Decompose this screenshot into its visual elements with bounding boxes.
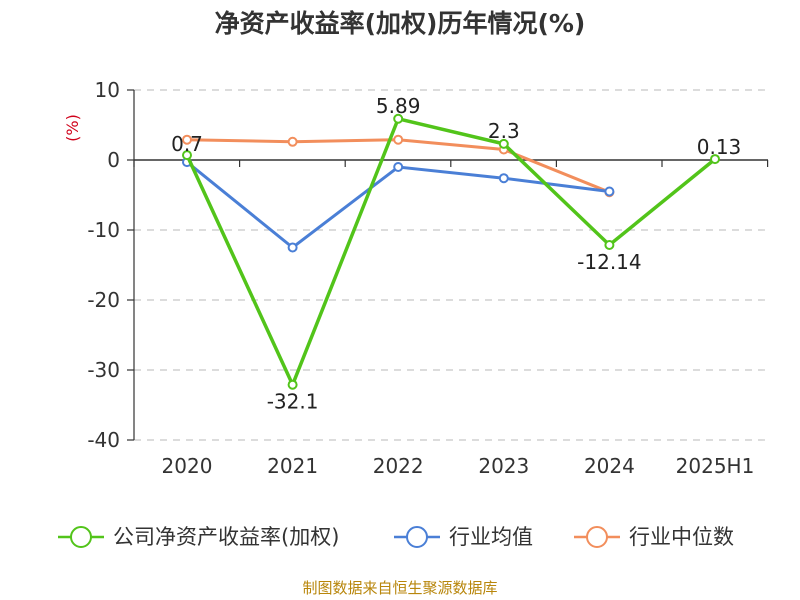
axes (127, 89, 769, 441)
data-label: 0.13 (697, 135, 742, 159)
legend-label: 行业均值 (449, 525, 533, 549)
data-label: 2.3 (488, 119, 520, 143)
legend-label: 公司净资产收益率(加权) (113, 525, 339, 549)
y-tick-label: 10 (95, 78, 120, 102)
data-point (393, 113, 404, 124)
data-point (498, 138, 509, 149)
data-label: 0.7 (171, 132, 203, 156)
x-tick-label: 2020 (162, 454, 213, 478)
y-tick-label: -40 (87, 428, 120, 452)
data-point (182, 134, 192, 145)
y-tick-label: -20 (87, 288, 120, 312)
data-label: 5.89 (376, 94, 421, 118)
x-tick-label: 2025H1 (676, 454, 755, 478)
legend-item: 公司净资产收益率(加权) (58, 525, 339, 549)
x-tick-label: 2021 (267, 454, 318, 478)
x-tick-label: 2022 (373, 454, 424, 478)
y-tick-label: -30 (87, 358, 120, 382)
series-lines (182, 113, 720, 390)
legend-marker (586, 526, 608, 548)
data-point (393, 162, 404, 172)
data-point (604, 186, 615, 197)
chart-title: 净资产收益率(加权)历年情况(%) (215, 9, 586, 38)
y-axis-unit: (%) (63, 114, 82, 142)
data-label: -32.1 (267, 390, 319, 414)
data-labels: 0.7 -32.1 5.89 2.3 -12.14 0.13 (171, 94, 741, 414)
x-tick-labels: 2020 2021 2022 2023 2024 2025H1 (162, 454, 755, 478)
x-tick-label: 2023 (478, 454, 529, 478)
legend-marker (70, 526, 92, 548)
y-tick-label: 0 (107, 148, 120, 172)
data-point (393, 134, 404, 145)
data-point (710, 154, 720, 165)
legend-label: 行业中位数 (629, 525, 734, 549)
data-point (287, 379, 298, 390)
data-point (182, 150, 192, 161)
series-line-0 (185, 116, 717, 390)
grid-lines (134, 89, 768, 441)
data-label: -12.14 (577, 250, 641, 274)
y-tick-label: -10 (87, 218, 120, 242)
source-note: 制图数据来自恒生聚源数据库 (302, 579, 497, 597)
legend-marker (406, 526, 428, 548)
series-line-1 (186, 160, 610, 250)
legend-item: 行业均值 (394, 525, 533, 549)
data-point (604, 239, 615, 250)
data-point (498, 173, 509, 184)
y-tick-labels: 10 0 -10 -20 -30 -40 (87, 78, 120, 452)
legend-item: 行业中位数 (574, 525, 734, 549)
data-point (287, 242, 298, 253)
legend: 公司净资产收益率(加权) 行业均值 行业中位数 (58, 525, 734, 549)
x-tick-label: 2024 (584, 454, 635, 478)
data-point (287, 136, 298, 147)
